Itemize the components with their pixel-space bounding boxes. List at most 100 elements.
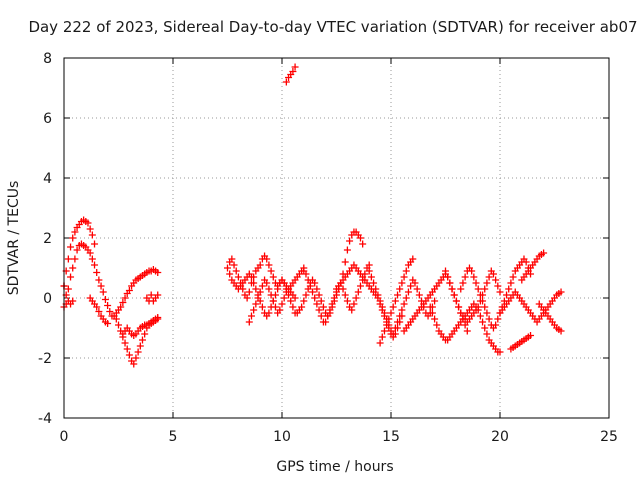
data-point bbox=[411, 279, 419, 287]
data-point bbox=[378, 303, 386, 311]
data-point bbox=[341, 291, 349, 299]
data-point bbox=[280, 294, 288, 302]
data-point bbox=[472, 279, 480, 287]
x-tick-label: 0 bbox=[60, 429, 69, 445]
data-point bbox=[324, 312, 332, 320]
data-point bbox=[461, 273, 469, 281]
data-point bbox=[258, 303, 266, 311]
series-arc-5 bbox=[119, 315, 162, 339]
data-point bbox=[123, 345, 131, 353]
data-point bbox=[391, 297, 399, 305]
data-point bbox=[112, 315, 120, 323]
data-point bbox=[365, 267, 373, 275]
data-point bbox=[121, 294, 129, 302]
data-point bbox=[376, 297, 384, 305]
data-point bbox=[481, 285, 489, 293]
data-point bbox=[130, 360, 138, 368]
data-point bbox=[339, 285, 347, 293]
y-axis-label: SDTVAR / TECUs bbox=[6, 181, 22, 296]
data-point bbox=[505, 285, 513, 293]
data-point bbox=[370, 279, 378, 287]
data-point bbox=[119, 299, 127, 306]
data-point bbox=[302, 270, 310, 278]
data-point bbox=[280, 279, 288, 287]
data-point bbox=[91, 240, 99, 248]
data-point bbox=[304, 276, 312, 284]
data-point bbox=[245, 288, 253, 296]
data-point bbox=[426, 303, 434, 311]
data-point bbox=[343, 297, 351, 305]
data-point bbox=[263, 255, 271, 263]
data-point bbox=[274, 285, 282, 293]
series-arc-23 bbox=[535, 300, 565, 335]
data-point bbox=[352, 294, 360, 302]
data-point bbox=[267, 291, 275, 299]
data-point bbox=[446, 279, 454, 287]
data-point bbox=[86, 249, 94, 257]
data-point bbox=[326, 306, 334, 314]
data-point bbox=[343, 246, 351, 254]
data-point bbox=[394, 291, 402, 299]
data-point bbox=[400, 273, 408, 281]
data-point bbox=[154, 269, 162, 276]
data-point bbox=[356, 282, 364, 290]
data-point bbox=[557, 288, 565, 296]
data-point bbox=[315, 306, 323, 314]
data-point bbox=[282, 78, 290, 86]
data-point bbox=[300, 297, 308, 305]
data-point bbox=[256, 288, 264, 296]
data-point bbox=[319, 303, 327, 311]
data-point bbox=[276, 306, 284, 314]
series-arc-15 bbox=[376, 255, 417, 347]
data-point bbox=[93, 303, 101, 311]
data-point bbox=[64, 255, 72, 263]
data-point bbox=[428, 309, 436, 317]
data-point bbox=[265, 261, 273, 269]
data-point bbox=[302, 291, 310, 299]
data-point bbox=[232, 267, 240, 275]
data-point bbox=[269, 297, 277, 305]
data-point bbox=[228, 255, 236, 263]
data-point bbox=[485, 273, 493, 281]
data-point bbox=[398, 306, 406, 314]
data-point bbox=[278, 300, 286, 308]
data-point bbox=[400, 300, 408, 308]
data-point bbox=[154, 291, 162, 299]
data-point bbox=[481, 303, 489, 311]
data-point bbox=[350, 300, 358, 308]
data-point bbox=[402, 294, 410, 302]
data-point bbox=[73, 246, 81, 254]
data-point bbox=[317, 297, 325, 305]
data-point bbox=[132, 354, 140, 362]
data-point bbox=[385, 315, 393, 323]
x-tick-label: 5 bbox=[169, 429, 178, 445]
data-point bbox=[271, 303, 279, 311]
data-point bbox=[138, 336, 146, 344]
data-point bbox=[365, 261, 373, 269]
data-point bbox=[84, 219, 92, 227]
data-point bbox=[322, 318, 330, 326]
data-point bbox=[291, 294, 299, 302]
data-point bbox=[86, 225, 94, 233]
data-point bbox=[256, 261, 264, 269]
data-point bbox=[483, 330, 491, 338]
data-point bbox=[431, 297, 439, 305]
series-arc-17 bbox=[426, 300, 504, 356]
data-point bbox=[507, 279, 515, 287]
data-point bbox=[252, 300, 260, 308]
data-point bbox=[359, 240, 367, 248]
data-point bbox=[479, 297, 487, 305]
x-tick-label: 10 bbox=[273, 429, 291, 445]
data-point bbox=[67, 273, 75, 281]
data-point bbox=[391, 324, 399, 332]
data-point bbox=[527, 332, 535, 339]
series-arc-7 bbox=[282, 63, 299, 86]
data-point bbox=[95, 308, 103, 315]
data-point bbox=[341, 258, 349, 266]
data-point bbox=[450, 291, 458, 299]
y-tick-label: 8 bbox=[43, 51, 52, 67]
data-point bbox=[93, 269, 101, 276]
data-point bbox=[367, 273, 375, 281]
data-point bbox=[309, 288, 317, 296]
data-point bbox=[265, 309, 273, 317]
